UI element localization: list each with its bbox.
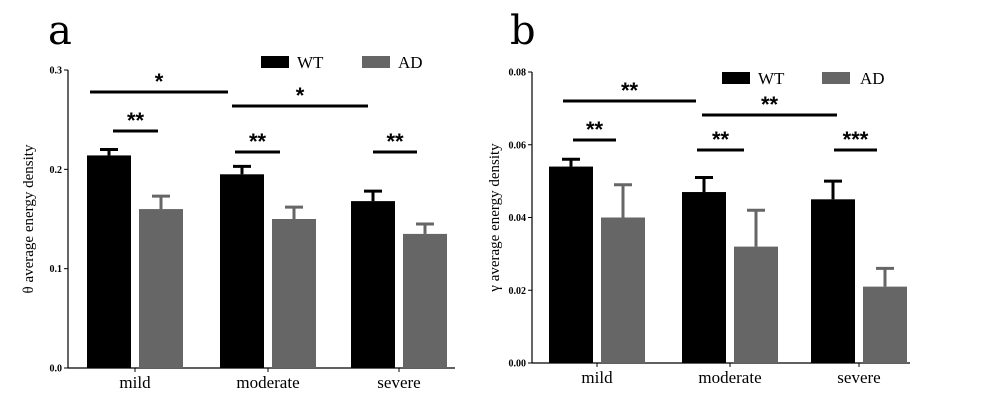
- significance-label: **: [761, 92, 779, 117]
- legend-label-ad: AD: [860, 69, 885, 88]
- bar-wt-severe: [351, 201, 395, 368]
- y-tick-label: 0.08: [509, 68, 527, 79]
- significance-label: **: [249, 129, 267, 154]
- legend-label-wt: WT: [297, 53, 324, 72]
- legend-label-wt: WT: [758, 69, 785, 88]
- significance-label: **: [621, 78, 639, 103]
- chart-panel-b: b 0.00 0.02 0.04 0.06 0.08 γ average energy de…: [487, 8, 910, 387]
- y-tick-label: 0.02: [509, 286, 527, 297]
- y-axis-label: γ average energy density: [487, 143, 503, 293]
- significance-label: **: [712, 127, 730, 152]
- x-tick-label: severe: [377, 373, 420, 392]
- y-tick-label: 0.06: [509, 140, 527, 151]
- significance-label: **: [386, 129, 404, 154]
- legend-swatch-ad: [362, 56, 390, 68]
- bar-wt-moderate: [220, 174, 264, 368]
- significance-label: *: [296, 83, 305, 108]
- bar-ad-mild: [601, 217, 645, 363]
- significance-label: ***: [843, 127, 869, 152]
- bar-ad-mild: [139, 209, 183, 368]
- significance-label: **: [127, 108, 145, 133]
- legend-swatch-wt: [261, 56, 289, 68]
- y-tick-label: 0.3: [50, 66, 63, 77]
- chart-panel-a: a 0.0 0.1 0.2 0.3 θ average energy density mil…: [21, 8, 455, 392]
- x-tick-label: mild: [119, 373, 151, 392]
- y-tick-label: 0.00: [509, 359, 527, 370]
- bar-wt-mild: [549, 166, 593, 363]
- y-axis-label: θ average energy density: [21, 144, 37, 293]
- bar-ad-moderate: [272, 219, 316, 368]
- bar-wt-severe: [811, 199, 855, 363]
- x-tick-label: severe: [837, 368, 880, 387]
- legend-swatch-wt: [722, 72, 750, 84]
- legend-swatch-ad: [822, 72, 850, 84]
- significance-label: **: [586, 117, 604, 142]
- y-tick-label: 0.04: [509, 213, 527, 224]
- bar-ad-severe: [403, 233, 447, 368]
- legend-label-ad: AD: [398, 53, 423, 72]
- x-tick-label: mild: [581, 368, 613, 387]
- y-tick-label: 0.0: [50, 364, 63, 375]
- x-tick-label: moderate: [236, 373, 299, 392]
- bar-wt-mild: [87, 155, 131, 368]
- bar-ad-severe: [863, 286, 907, 363]
- x-tick-label: moderate: [698, 368, 761, 387]
- bar-ad-moderate: [734, 246, 778, 363]
- bar-wt-moderate: [682, 192, 726, 363]
- y-tick-label: 0.1: [50, 264, 63, 275]
- significance-label: *: [155, 69, 164, 94]
- panel-letter: a: [48, 8, 72, 54]
- y-tick-label: 0.2: [50, 165, 63, 176]
- panel-letter: b: [510, 8, 536, 54]
